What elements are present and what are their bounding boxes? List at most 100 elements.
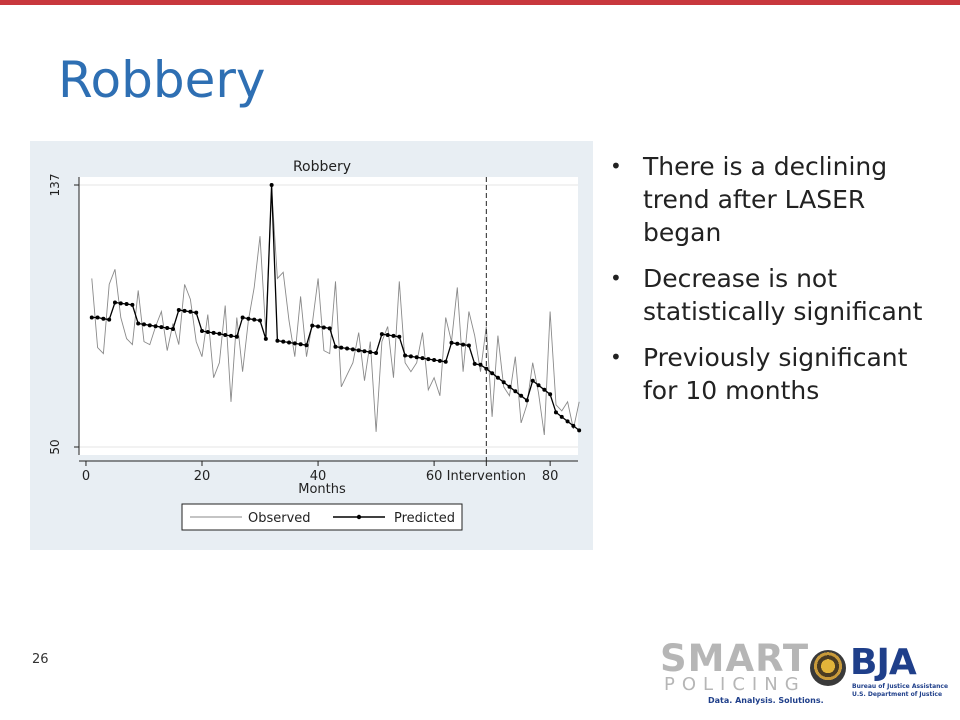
predicted-point xyxy=(385,332,390,337)
predicted-point xyxy=(159,325,164,330)
predicted-point xyxy=(571,423,576,428)
predicted-point xyxy=(437,358,442,363)
predicted-point xyxy=(107,317,112,322)
predicted-point xyxy=(397,334,402,339)
page-number: 26 xyxy=(32,652,49,667)
predicted-point xyxy=(292,341,297,346)
bullet-text: There is a declining trend after LASER b… xyxy=(643,152,888,247)
x-tick-label: 20 xyxy=(194,469,211,484)
predicted-point xyxy=(89,315,94,320)
predicted-point xyxy=(281,339,286,344)
policing-logo-word: POLICING xyxy=(664,674,806,695)
predicted-point xyxy=(519,393,524,398)
predicted-point xyxy=(443,359,448,364)
legend-observed-label: Observed xyxy=(248,511,311,526)
bja-logo: BJA Bureau of Justice Assistance U.S. De… xyxy=(810,642,948,707)
predicted-point xyxy=(414,355,419,360)
predicted-point xyxy=(472,361,477,366)
predicted-point xyxy=(263,336,268,341)
predicted-point xyxy=(258,318,263,323)
bja-subtitle-line-1: Bureau of Justice Assistance xyxy=(852,683,949,690)
predicted-point xyxy=(298,342,303,347)
predicted-point xyxy=(252,317,257,322)
predicted-point xyxy=(229,333,234,338)
chart-panel: 50 137 0 20 40 60 80 Intervention Robbery Mont… xyxy=(30,141,593,550)
predicted-point xyxy=(391,333,396,338)
x-tick-label: 60 xyxy=(426,469,443,484)
predicted-point xyxy=(234,334,239,339)
observed-series-line xyxy=(91,187,580,436)
chart-title: Robbery xyxy=(293,159,351,175)
predicted-point xyxy=(176,307,181,312)
bullet-list: • There is a declining trend after LASER … xyxy=(610,150,945,420)
bullet-dot-icon: • xyxy=(610,266,622,290)
predicted-point xyxy=(205,329,210,334)
predicted-point xyxy=(124,301,129,306)
bja-logo-word: BJA xyxy=(850,642,917,683)
slide-title: Robbery xyxy=(58,51,266,109)
intervention-label: Intervention xyxy=(447,469,526,484)
predicted-point xyxy=(548,392,553,397)
predicted-point xyxy=(565,419,570,424)
predicted-point xyxy=(542,387,547,392)
predicted-point xyxy=(275,338,280,343)
predicted-point xyxy=(420,356,425,361)
predicted-point xyxy=(478,362,483,367)
predicted-point xyxy=(466,343,471,348)
predicted-point xyxy=(403,353,408,358)
predicted-point xyxy=(101,316,106,321)
predicted-point xyxy=(362,349,367,354)
predicted-point xyxy=(530,378,535,383)
predicted-point xyxy=(182,308,187,313)
predicted-point xyxy=(374,351,379,356)
top-accent-bar xyxy=(0,0,960,5)
predicted-point xyxy=(200,329,205,334)
predicted-point xyxy=(345,346,350,351)
predicted-point xyxy=(287,340,292,345)
predicted-point xyxy=(455,341,460,346)
predicted-point xyxy=(118,301,123,306)
predicted-point xyxy=(461,342,466,347)
predicted-point xyxy=(507,384,512,389)
predicted-point xyxy=(368,350,373,355)
predicted-point xyxy=(426,357,431,362)
predicted-point xyxy=(321,325,326,330)
predicted-point xyxy=(524,398,529,403)
bja-subtitle-line-2: U.S. Department of Justice xyxy=(852,691,943,698)
predicted-point xyxy=(188,309,193,314)
predicted-point xyxy=(327,326,332,331)
legend-predicted-label: Predicted xyxy=(394,511,455,526)
bullet-item: • There is a declining trend after LASER … xyxy=(610,150,945,249)
bullet-dot-icon: • xyxy=(610,345,622,369)
smart-logo-word: SMART xyxy=(660,637,810,680)
doj-seal-icon xyxy=(810,650,846,686)
predicted-point xyxy=(165,326,170,331)
predicted-point xyxy=(240,315,245,320)
predicted-point xyxy=(408,354,413,359)
predicted-point xyxy=(577,428,582,433)
bja-subtitle: Bureau of Justice Assistance U.S. Depart… xyxy=(852,683,948,699)
x-axis-label: Months xyxy=(298,482,346,497)
y-tick-label: 137 xyxy=(48,174,62,197)
predicted-point xyxy=(141,322,146,327)
predicted-point xyxy=(269,183,274,187)
predicted-point xyxy=(553,410,558,415)
predicted-point xyxy=(211,330,216,335)
predicted-point xyxy=(170,326,175,331)
predicted-point xyxy=(153,324,158,329)
predicted-point xyxy=(339,345,344,350)
predicted-point xyxy=(513,389,518,394)
plot-area xyxy=(79,177,578,455)
predicted-point xyxy=(495,375,500,380)
predicted-point xyxy=(304,343,309,348)
predicted-point xyxy=(136,321,141,326)
robbery-chart: 50 137 0 20 40 60 80 Intervention Robbery Mont… xyxy=(48,159,582,531)
predicted-point xyxy=(95,315,100,320)
bullet-item: • Previously significant for 10 months xyxy=(610,341,945,407)
predicted-point xyxy=(310,323,315,328)
legend-predicted-marker xyxy=(356,514,362,520)
predicted-point xyxy=(112,300,117,305)
predicted-point xyxy=(379,332,384,337)
predicted-point xyxy=(536,383,541,388)
predicted-point xyxy=(356,348,361,353)
